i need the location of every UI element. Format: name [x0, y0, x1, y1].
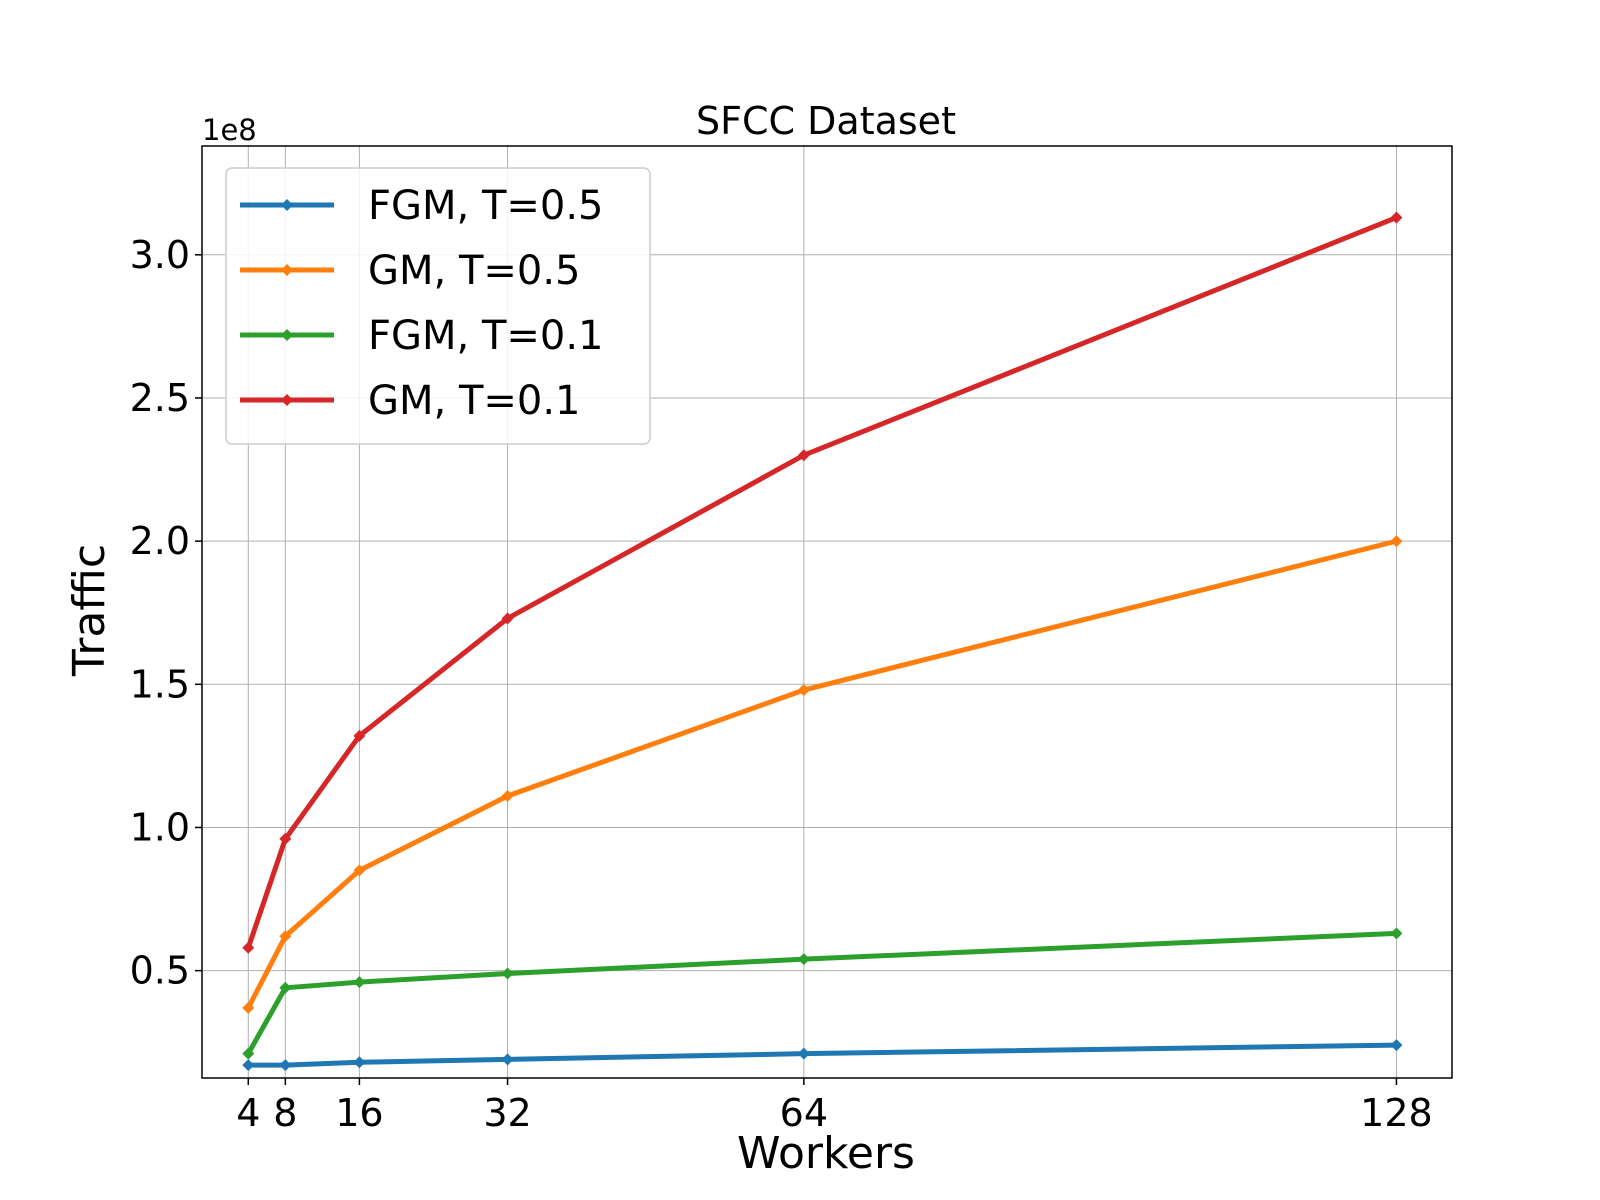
plot-frame	[201, 145, 1453, 1079]
x-tick-label: 8	[273, 1091, 297, 1135]
data-point	[1390, 535, 1403, 548]
series-line-1	[248, 1042, 1397, 1068]
data-point	[242, 1047, 255, 1060]
data-point	[501, 612, 514, 625]
data-point	[797, 953, 810, 966]
x-tick-label: 64	[780, 1091, 828, 1135]
y-tick-label: 0.5	[130, 949, 190, 993]
data-point	[242, 1001, 255, 1014]
data-point	[1390, 927, 1403, 940]
x-axis-label: Workers	[737, 1128, 915, 1179]
data-point	[1390, 211, 1403, 224]
y-tick-label: 1.0	[130, 805, 190, 849]
legend-label-2: GM, T=0.5	[368, 248, 581, 294]
data-point	[279, 832, 292, 845]
x-tick-label: 16	[335, 1091, 383, 1135]
x-tick-label: 32	[483, 1091, 531, 1135]
x-tick-label: 128	[1360, 1091, 1433, 1135]
y-tick-label: 3.0	[130, 233, 190, 277]
data-point	[353, 864, 366, 877]
data-point	[242, 1059, 255, 1072]
y-tick-label: 2.0	[130, 519, 190, 563]
series-line-4	[245, 215, 1398, 949]
legend-label-4: GM, T=0.1	[368, 378, 581, 424]
data-point	[353, 976, 366, 989]
series-line-2	[246, 538, 1398, 1009]
data-point	[353, 1056, 366, 1069]
data-point	[797, 449, 810, 462]
y-axis: 0.5 1.0 1.5 2.0 2.5 3.0	[130, 233, 202, 993]
data-point	[279, 1059, 292, 1072]
legend-marker	[281, 394, 293, 406]
data-point	[1390, 1039, 1403, 1052]
legend-marker	[281, 199, 293, 211]
legend-label-3: FGM, T=0.1	[368, 313, 604, 359]
data-point	[279, 930, 292, 943]
data-point	[501, 967, 514, 980]
data-point	[501, 789, 514, 802]
y-tick-label: 1.5	[130, 662, 190, 706]
data-point	[797, 684, 810, 697]
y-offset-label: 1e8	[202, 113, 257, 147]
legend-label-1: FGM, T=0.5	[368, 183, 604, 229]
legend: FGM, T=0.5 GM, T=0.5 FGM, T=0.1 GM, T=0.1	[225, 167, 651, 445]
x-tick-label: 4	[236, 1091, 260, 1135]
data-point	[353, 729, 366, 742]
data-point	[242, 941, 255, 954]
series-lines	[242, 211, 1403, 1072]
legend-box	[225, 167, 651, 445]
y-axis-label: Traffic	[64, 544, 115, 677]
series-line-3	[246, 930, 1397, 1055]
data-point	[279, 981, 292, 994]
data-point	[797, 1047, 810, 1060]
chart-title: SFCC Dataset	[696, 99, 956, 143]
data-point	[501, 1053, 514, 1066]
legend-marker	[281, 329, 293, 341]
legend-marker	[281, 264, 293, 276]
x-axis: 4 8 16 32 64 128	[236, 1078, 1433, 1135]
y-tick-label: 2.5	[130, 376, 190, 420]
